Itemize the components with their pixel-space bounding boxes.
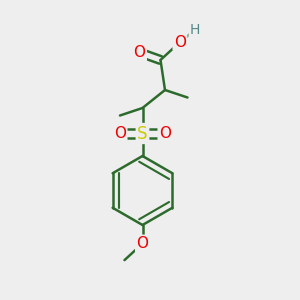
Text: S: S: [137, 124, 148, 142]
Text: H: H: [190, 23, 200, 37]
Text: O: O: [174, 34, 186, 50]
Text: O: O: [134, 45, 146, 60]
Text: O: O: [114, 126, 126, 141]
Text: O: O: [159, 126, 171, 141]
Text: O: O: [136, 236, 148, 251]
